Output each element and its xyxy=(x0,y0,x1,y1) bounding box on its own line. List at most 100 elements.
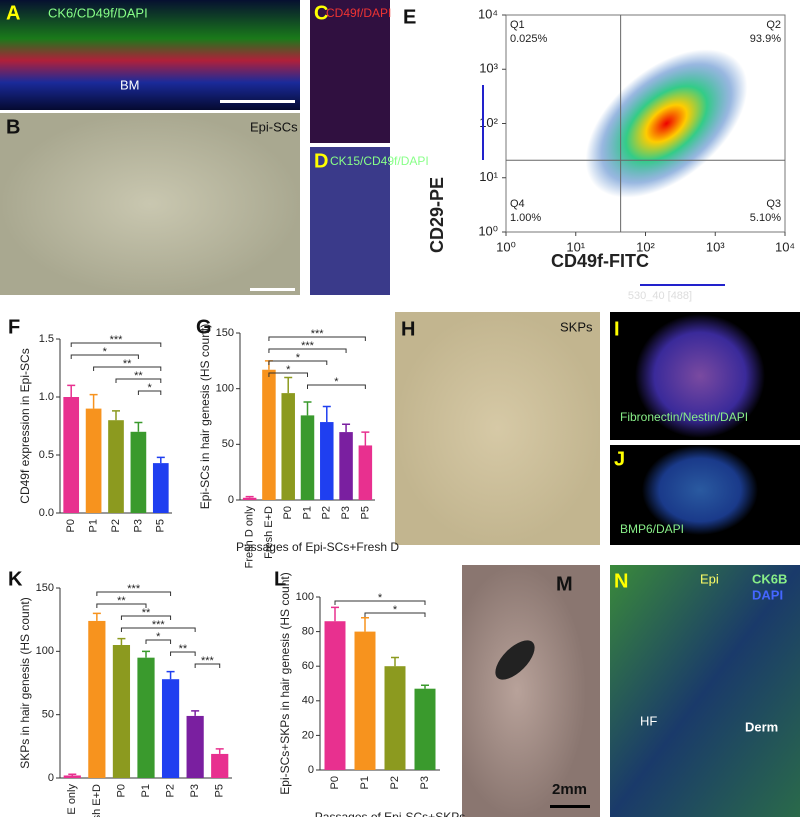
significance: * xyxy=(286,364,291,376)
y-tick-label: 10¹ xyxy=(479,169,498,184)
scale: 2mm xyxy=(552,781,587,798)
x-tick-label: P2 xyxy=(389,776,401,789)
x-tick-label: P5 xyxy=(214,784,226,797)
significance: *** xyxy=(152,619,166,631)
bar xyxy=(414,688,436,770)
stain: CK15/CD49f/DAPI xyxy=(330,154,429,168)
y-tick-label: 50 xyxy=(222,438,234,450)
bracket xyxy=(268,360,328,365)
scale-bar xyxy=(550,805,590,808)
image-b xyxy=(0,113,300,295)
bracket xyxy=(93,366,162,371)
stain: DAPI xyxy=(752,587,783,602)
x-tick-label: P0 xyxy=(329,776,341,789)
x-axis-label: Passages of Epi-SCs+Fresh D xyxy=(236,540,399,554)
bar xyxy=(186,715,204,778)
error-bar xyxy=(391,656,399,667)
error-bar xyxy=(156,456,165,464)
bar xyxy=(130,431,147,513)
y-tick-label: 100 xyxy=(36,645,54,657)
y-axis-label: SKPs in hair genesis (HS count) xyxy=(18,597,32,768)
image-a xyxy=(0,0,300,110)
x-tick-label: Fresh E+D xyxy=(91,784,103,817)
y-tick-label: 80 xyxy=(302,626,314,638)
name: Epi-SCs xyxy=(250,119,298,134)
x-tick-label: 10¹ xyxy=(566,239,585,254)
y-tick-label: 60 xyxy=(302,660,314,672)
error-bar xyxy=(215,748,224,754)
x-tick-label: P1 xyxy=(88,519,100,532)
error-bar xyxy=(361,617,369,632)
bar xyxy=(324,621,346,770)
quadrant-name: Q3 xyxy=(766,198,781,210)
significance: ** xyxy=(123,358,132,370)
quadrant-name: Q2 xyxy=(766,19,781,31)
marker: BM xyxy=(120,77,140,92)
significance: *** xyxy=(110,334,124,346)
stain: BMP6/DAPI xyxy=(620,522,684,536)
panel-label: C xyxy=(314,2,328,24)
bar xyxy=(262,369,276,500)
faint-label: 530_40 [488] xyxy=(628,290,692,302)
bar xyxy=(242,497,257,500)
significance: *** xyxy=(127,583,141,595)
x-tick-label: P5 xyxy=(359,506,371,519)
x-tick-label: 10² xyxy=(636,239,655,254)
quadrant-value: 0.025% xyxy=(510,33,548,45)
bracket xyxy=(268,348,347,353)
error-bar xyxy=(191,710,200,716)
panel-label: G xyxy=(196,316,212,338)
x-axis-label: CD49f-FITC xyxy=(551,251,649,271)
significance: ** xyxy=(142,607,151,619)
panel-label: K xyxy=(8,568,23,590)
bracket xyxy=(268,372,308,377)
quadrant-value: 93.9% xyxy=(750,33,781,45)
derm: Derm xyxy=(745,719,778,734)
bar xyxy=(358,445,373,500)
x-tick-label: P2 xyxy=(321,506,333,519)
bar xyxy=(384,666,406,770)
scale-bar xyxy=(250,288,295,291)
significance: ** xyxy=(179,643,188,655)
bar xyxy=(152,463,169,513)
y-axis-label: CD29-PE xyxy=(427,177,447,253)
bar xyxy=(85,408,102,513)
x-tick-label: Fresh E only xyxy=(66,784,78,817)
y-tick-label: 20 xyxy=(302,729,314,741)
hf: HF xyxy=(640,713,657,728)
significance: * xyxy=(156,631,161,643)
error-bar xyxy=(421,684,429,689)
bracket xyxy=(120,615,172,620)
panel-label: L xyxy=(274,568,286,590)
panel-label: I xyxy=(614,318,620,340)
bracket xyxy=(170,651,196,656)
x-tick-label: P5 xyxy=(155,519,167,532)
significance: *** xyxy=(301,340,315,352)
panel-label: F xyxy=(8,316,20,338)
bar xyxy=(300,415,315,500)
error-bar xyxy=(117,637,126,645)
sphere xyxy=(635,314,765,438)
bar xyxy=(339,432,353,500)
panel-label: B xyxy=(6,116,20,138)
significance: * xyxy=(334,376,339,388)
error-bar xyxy=(142,650,150,658)
panel-label: E xyxy=(403,6,416,28)
y-tick-label: 100 xyxy=(216,383,234,395)
error-bar xyxy=(67,384,76,397)
panel-label: N xyxy=(614,570,628,592)
image-h xyxy=(395,312,600,545)
y-axis-label: CD49f expression in Epi-SCs xyxy=(18,348,32,503)
bar xyxy=(108,420,124,513)
x-tick-label: 10⁴ xyxy=(775,239,795,254)
significance: * xyxy=(147,382,152,394)
error-bar xyxy=(361,431,370,446)
x-tick-label: P3 xyxy=(189,784,201,797)
bracket xyxy=(120,627,196,632)
panel-label: H xyxy=(401,318,415,340)
image-c xyxy=(310,0,390,143)
significance: * xyxy=(393,604,398,616)
y-tick-label: 10⁰ xyxy=(478,223,498,238)
x-tick-label: Fresh E+D xyxy=(263,506,275,559)
bar xyxy=(161,679,180,778)
